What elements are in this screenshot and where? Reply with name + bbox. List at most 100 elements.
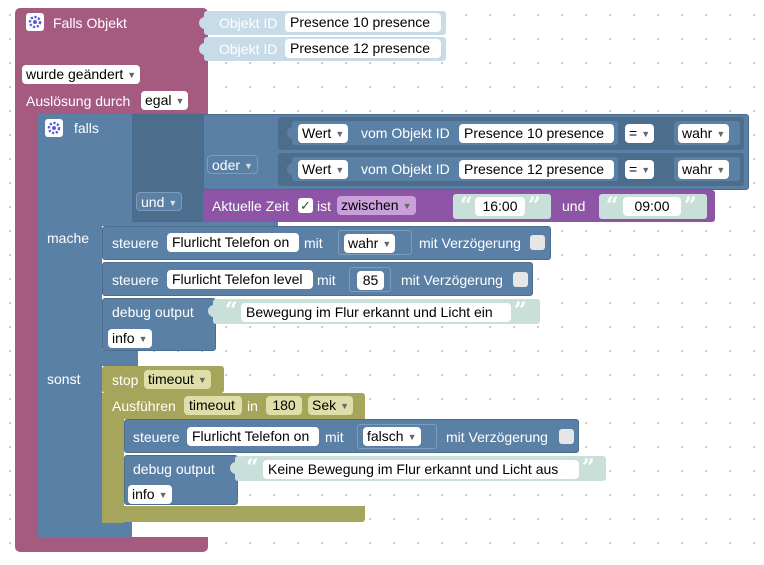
und-label: und bbox=[562, 198, 586, 214]
timeout-delay[interactable]: 180 bbox=[266, 396, 302, 415]
ausfuehren-label: Ausführen bbox=[112, 398, 176, 414]
dropdown-arrow-icon: ▼ bbox=[335, 129, 345, 139]
quote-open-icon: “ bbox=[225, 298, 238, 324]
if-block-sonst-row bbox=[38, 350, 138, 366]
if-block-bottom bbox=[38, 522, 132, 538]
dropdown-arrow-icon: ▼ bbox=[168, 198, 178, 208]
steuere-label-3: steuere bbox=[133, 429, 180, 445]
timeout-name[interactable]: timeout bbox=[184, 396, 242, 415]
object-id-value-2[interactable]: Presence 12 presence bbox=[285, 39, 441, 58]
dropdown-arrow-icon: ▼ bbox=[641, 165, 651, 175]
steuere-value-3: falsch bbox=[367, 428, 404, 444]
ausloesung-dropdown[interactable]: egal ▼ bbox=[141, 91, 189, 110]
time-from-value[interactable]: 16:00 bbox=[475, 197, 525, 216]
dropdown-arrow-icon: ▼ bbox=[244, 161, 253, 171]
steuere-target-1[interactable]: Flurlicht Telefon on bbox=[167, 233, 299, 252]
quote-open-icon: “ bbox=[606, 193, 619, 219]
steuere-label-1: steuere bbox=[112, 235, 159, 251]
debug-label-2: debug output bbox=[133, 461, 215, 477]
bool-dropdown-1[interactable]: wahr ▼ bbox=[678, 124, 730, 143]
vom-objekt-label-2: vom Objekt ID bbox=[361, 161, 450, 177]
steuere-value-dropdown-3[interactable]: falsch ▼ bbox=[363, 427, 421, 446]
dropdown-arrow-icon: ▼ bbox=[197, 375, 207, 385]
quote-close-icon: ” bbox=[684, 193, 697, 219]
bool-value-1: wahr bbox=[682, 125, 713, 141]
quote-close-icon: ” bbox=[514, 298, 527, 324]
wert-value-2: Wert bbox=[302, 161, 332, 177]
steuere-value-2[interactable]: 85 bbox=[357, 271, 384, 290]
compare-op-dropdown-1[interactable]: = ▼ bbox=[625, 124, 655, 143]
ausloesung-value: egal bbox=[145, 92, 172, 108]
debug-text-1[interactable]: Bewegung im Flur erkannt und Licht ein bbox=[241, 303, 511, 322]
mit-label-2: mit bbox=[317, 272, 336, 288]
compare-op-value-2: = bbox=[629, 161, 638, 177]
compare-op-dropdown-2[interactable]: = ▼ bbox=[625, 160, 655, 179]
dropdown-arrow-icon: ▼ bbox=[340, 401, 350, 411]
falls-label: falls bbox=[74, 120, 99, 136]
debug-level-2: info bbox=[132, 486, 155, 502]
if-gear-icon[interactable] bbox=[45, 119, 63, 137]
and-op-value: und bbox=[141, 194, 165, 210]
steuere-value-1: wahr bbox=[348, 235, 379, 251]
quote-close-icon: ” bbox=[528, 193, 541, 219]
dropdown-arrow-icon: ▼ bbox=[402, 201, 412, 211]
mit-label-1: mit bbox=[304, 235, 323, 251]
stop-value: timeout bbox=[148, 371, 194, 387]
dropdown-arrow-icon: ▼ bbox=[335, 165, 345, 175]
trigger-mode-dropdown[interactable]: wurde geändert ▼ bbox=[22, 65, 141, 84]
in-label: in bbox=[247, 398, 258, 414]
wert-dropdown-2[interactable]: Wert ▼ bbox=[298, 160, 349, 179]
delay-checkbox-1[interactable] bbox=[530, 235, 545, 250]
delay-checkbox-3[interactable] bbox=[559, 429, 574, 444]
aktuelle-zeit-label: Aktuelle Zeit bbox=[212, 198, 290, 214]
stop-dropdown[interactable]: timeout ▼ bbox=[144, 370, 211, 389]
if-block-spine bbox=[38, 114, 102, 538]
trigger-bottom bbox=[15, 537, 208, 552]
time-to-value[interactable]: 09:00 bbox=[623, 197, 681, 216]
stop-label: stop bbox=[112, 372, 139, 388]
object-id-label-1: Objekt ID bbox=[219, 15, 278, 31]
debug-text-2[interactable]: Keine Bewegung im Flur erkannt und Licht… bbox=[263, 460, 579, 479]
trigger-spine bbox=[15, 100, 38, 540]
dropdown-arrow-icon: ▼ bbox=[175, 96, 185, 106]
trigger-title: Falls Objekt bbox=[53, 15, 127, 31]
object-id-notch-2 bbox=[199, 43, 207, 55]
steuere-label-2: steuere bbox=[112, 272, 159, 288]
time-mode-dropdown[interactable]: zwischen ▼ bbox=[337, 196, 416, 215]
value-notch-2 bbox=[287, 163, 295, 175]
timeout-unit-dropdown[interactable]: Sek ▼ bbox=[308, 396, 354, 415]
timeout-block-spine bbox=[102, 393, 124, 523]
steuere-target-2[interactable]: Flurlicht Telefon level bbox=[167, 270, 313, 289]
dropdown-arrow-icon: ▼ bbox=[407, 432, 417, 442]
or-op-value: oder bbox=[212, 157, 241, 173]
delay-checkbox-2[interactable] bbox=[513, 272, 528, 287]
debug-level-dropdown-1[interactable]: info ▼ bbox=[108, 329, 152, 348]
trigger-gear-icon[interactable] bbox=[26, 13, 44, 31]
compare-object-id-2[interactable]: Presence 12 presence bbox=[459, 160, 614, 179]
quote-close-icon: ” bbox=[582, 455, 595, 481]
sonst-label: sonst bbox=[47, 371, 81, 387]
vom-objekt-label-1: vom Objekt ID bbox=[361, 125, 450, 141]
debug-level-dropdown-2[interactable]: info ▼ bbox=[128, 485, 172, 504]
object-id-value-1[interactable]: Presence 10 presence bbox=[285, 13, 441, 32]
delay-label-1: mit Verzögerung bbox=[419, 235, 521, 251]
time-mode-value: zwischen bbox=[341, 197, 399, 213]
steuere-value-dropdown-1[interactable]: wahr ▼ bbox=[344, 234, 396, 253]
steuere-target-3[interactable]: Flurlicht Telefon on bbox=[187, 427, 319, 446]
or-op-dropdown[interactable]: oder ▼ bbox=[207, 155, 258, 174]
debug-notch-1 bbox=[208, 305, 216, 317]
ist-label: ist bbox=[317, 198, 331, 214]
bool-dropdown-2[interactable]: wahr ▼ bbox=[678, 160, 730, 179]
delay-label-3: mit Verzögerung bbox=[446, 429, 548, 445]
quote-open-icon: “ bbox=[246, 455, 259, 481]
debug-notch-2 bbox=[230, 462, 238, 474]
dropdown-arrow-icon: ▼ bbox=[127, 70, 137, 80]
wert-dropdown-1[interactable]: Wert ▼ bbox=[298, 124, 349, 143]
dropdown-arrow-icon: ▼ bbox=[641, 129, 651, 139]
dropdown-arrow-icon: ▼ bbox=[716, 129, 726, 139]
time-checkbox[interactable]: ✓ bbox=[298, 198, 313, 213]
object-id-notch-1 bbox=[199, 17, 207, 29]
and-op-dropdown[interactable]: und ▼ bbox=[136, 192, 183, 211]
ausloesung-label: Auslösung durch bbox=[26, 93, 131, 109]
compare-object-id-1[interactable]: Presence 10 presence bbox=[459, 124, 614, 143]
